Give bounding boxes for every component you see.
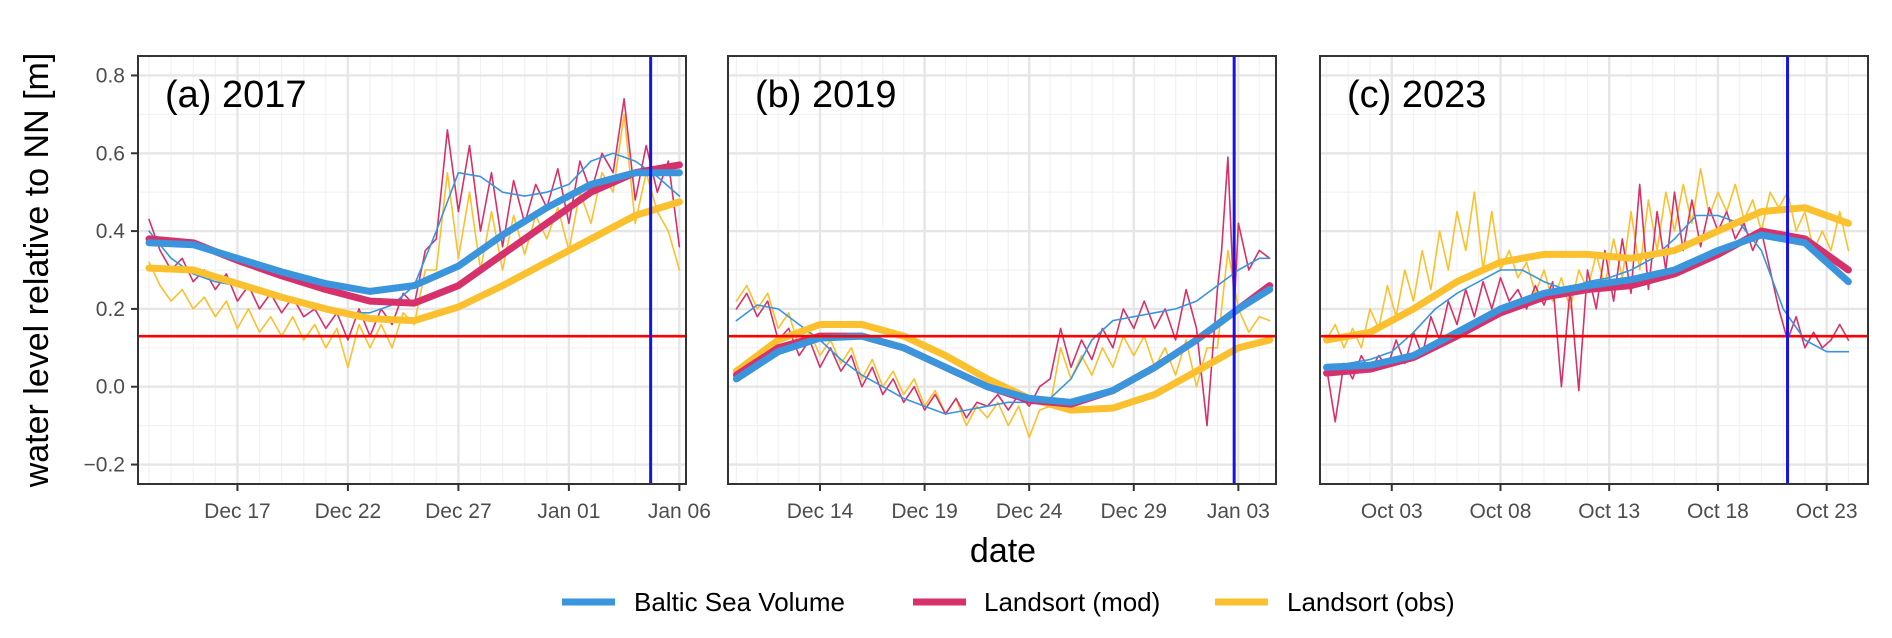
x-tick-label: Jan 06 — [648, 500, 711, 523]
panel-title: (a) 2017 — [165, 74, 307, 116]
x-tick-label: Dec 14 — [787, 500, 854, 523]
panel-1: (a) 2017 Dec 17 Dec 22 Dec 27 Jan 01 Jan 06 −0… — [84, 55, 711, 523]
x-tick-label: Dec 27 — [425, 500, 492, 523]
x-axis-title: date — [970, 532, 1036, 570]
legend-label-landsort-mod: Landsort (mod) — [984, 587, 1160, 617]
plot-area — [728, 56, 1276, 484]
legend: Baltic Sea Volume Landsort (mod) Landsor… — [562, 587, 1455, 617]
series-landsort-obs-raw — [148, 113, 681, 369]
panels: (a) 2017 Dec 17 Dec 22 Dec 27 Jan 01 Jan 06 −0… — [84, 55, 1869, 523]
series-baltic-smooth — [1323, 231, 1852, 371]
series-landsort-obs-raw — [735, 249, 1271, 439]
grid — [1320, 56, 1868, 484]
series-baltic-smooth — [145, 169, 683, 295]
x-tick-label: Oct 18 — [1687, 500, 1749, 523]
legend-label-baltic: Baltic Sea Volume — [634, 587, 845, 617]
y-axis-title: water level relative to NN [m] — [18, 53, 56, 489]
grid — [138, 56, 686, 484]
panel-border — [137, 55, 687, 485]
y-tick-label: 0.8 — [96, 64, 125, 87]
x-tick-label: Oct 23 — [1796, 500, 1858, 523]
x-tick-label: Dec 17 — [204, 500, 271, 523]
panel-3: (c) 2023 Oct 03 Oct 08 Oct 13 Oct 18 Oct 23 — [1319, 55, 1869, 523]
x-tick-label: Dec 29 — [1100, 500, 1167, 523]
legend-label-landsort-obs: Landsort (obs) — [1287, 587, 1455, 617]
y-tick-label: 0.6 — [96, 142, 125, 165]
x-tick-label: Oct 08 — [1470, 500, 1532, 523]
x-tick-label: Oct 03 — [1361, 500, 1423, 523]
x-tick-label: Dec 19 — [891, 500, 958, 523]
series-landsort-obs-smooth — [732, 321, 1274, 414]
panel-border — [727, 55, 1277, 485]
series-landsort-obs-smooth — [145, 198, 683, 325]
x-tick-label: Jan 01 — [537, 500, 600, 523]
series-baltic-raw — [1325, 214, 1850, 369]
x-tick-label: Dec 22 — [315, 500, 382, 523]
x-tick-label: Oct 13 — [1578, 500, 1640, 523]
y-tick-label: 0.4 — [96, 220, 126, 243]
y-tick-label: −0.2 — [84, 454, 125, 477]
panel-title: (c) 2023 — [1347, 74, 1486, 116]
x-tick-label: Jan 03 — [1207, 500, 1270, 523]
panel-title: (b) 2019 — [755, 74, 897, 116]
series-landsort-obs-smooth — [1323, 204, 1852, 344]
plot-area — [138, 56, 686, 484]
panel-2: (b) 2019 Dec 14 Dec 19 Dec 24 Dec 29 Jan 03 — [727, 55, 1277, 523]
series-baltic-raw — [735, 257, 1271, 415]
plot-area — [1320, 56, 1868, 484]
series-baltic-smooth — [732, 286, 1274, 406]
y-tick-label: 0.0 — [96, 376, 125, 399]
y-tick-label: 0.2 — [96, 298, 125, 321]
panel-border — [1319, 55, 1869, 485]
x-tick-label: Dec 24 — [996, 500, 1063, 523]
